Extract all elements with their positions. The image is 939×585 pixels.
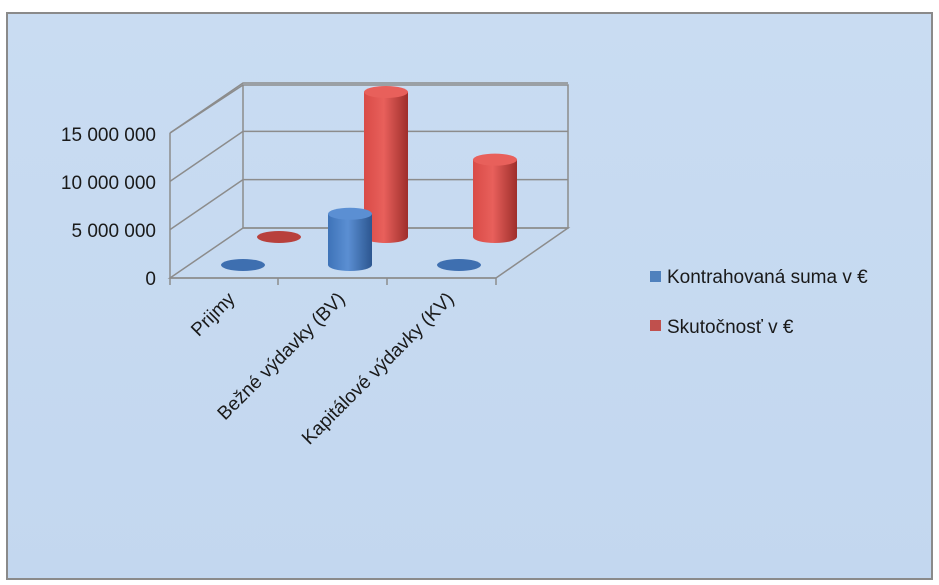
gridline [169,82,568,134]
category-label: Prijmy [187,288,240,341]
bar-base-ellipse [437,259,481,271]
bar-base-ellipse [221,259,265,271]
bar-contracted [328,207,372,271]
bar-actual [473,153,517,243]
bar-body [364,92,408,243]
bar-body [473,159,517,243]
y-axis-labels: 0 5 000 000 10 000 000 15 000 000 [61,125,156,290]
bar-contracted [437,259,481,271]
bar-top [473,153,517,166]
legend-label-contracted: Kontrahovaná suma v € [667,267,868,288]
y-tick-label: 5 000 000 [71,221,156,242]
bar-top [328,207,372,220]
legend-label-actual: Skutočnosť v € [667,317,794,338]
y-tick-label: 0 [145,269,156,290]
legend-swatch-contracted [650,271,661,282]
bar-top [364,86,408,98]
bars [221,86,517,271]
y-tick-label: 10 000 000 [61,173,156,194]
y-tick-label: 15 000 000 [61,125,156,146]
bar-body [328,213,372,271]
bar-actual [257,231,301,243]
bar-actual [364,86,408,243]
gridline [169,130,568,182]
gridlines [169,82,568,231]
legend-swatch-actual [650,320,661,331]
gridline [169,178,568,231]
legend: Kontrahovaná suma v € Skutočnosť v € [650,267,868,338]
x-axis-labels: Prijmy Bežné výdavky (BV) Kapitálové výd… [187,288,458,449]
bar-contracted [221,259,265,271]
bar-base-ellipse [257,231,301,243]
chart-area [6,12,933,580]
